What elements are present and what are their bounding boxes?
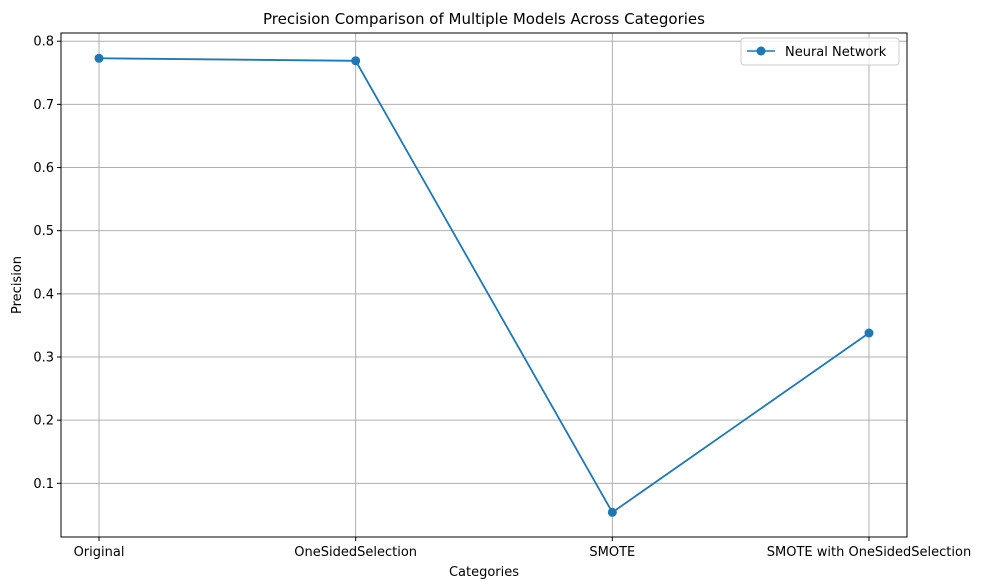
y-tick-label: 0.6	[33, 161, 54, 176]
series-line	[98, 57, 870, 514]
y-tick-label: 0.2	[33, 414, 54, 429]
series-layer	[94, 53, 874, 517]
legend-label: Neural Network	[785, 45, 887, 60]
y-tick-label: 0.5	[33, 224, 54, 239]
data-point	[351, 56, 361, 66]
y-tick-label: 0.1	[33, 477, 54, 492]
x-tick-label: SMOTE	[589, 545, 635, 560]
y-axis-ticks: 0.1 0.2 0.3 0.4 0.5 0.6 0.7 0.8	[33, 35, 61, 492]
legend: Neural Network	[740, 37, 900, 66]
y-tick-label: 0.4	[33, 287, 54, 302]
x-axis-ticks: Original OneSidedSelection SMOTE SMOTE with…	[74, 537, 971, 560]
x-tick-label: SMOTE with OneSidedSelection	[767, 545, 971, 560]
x-tick-label: Original	[74, 545, 125, 560]
y-tick-label: 0.8	[33, 35, 54, 50]
x-axis-label: Categories	[449, 565, 519, 579]
x-tick-label: OneSidedSelection	[294, 545, 417, 560]
legend-marker	[756, 46, 766, 56]
y-tick-label: 0.7	[33, 98, 54, 113]
legend-box	[740, 37, 900, 66]
y-axis-label: Precision	[10, 256, 25, 314]
data-point	[94, 53, 104, 63]
data-point	[864, 328, 874, 338]
grid-lines	[61, 33, 907, 537]
plot-frame	[60, 32, 908, 538]
data-point	[607, 507, 617, 517]
y-tick-label: 0.3	[33, 351, 54, 366]
chart-title: Precision Comparison of Multiple Models …	[263, 10, 705, 28]
